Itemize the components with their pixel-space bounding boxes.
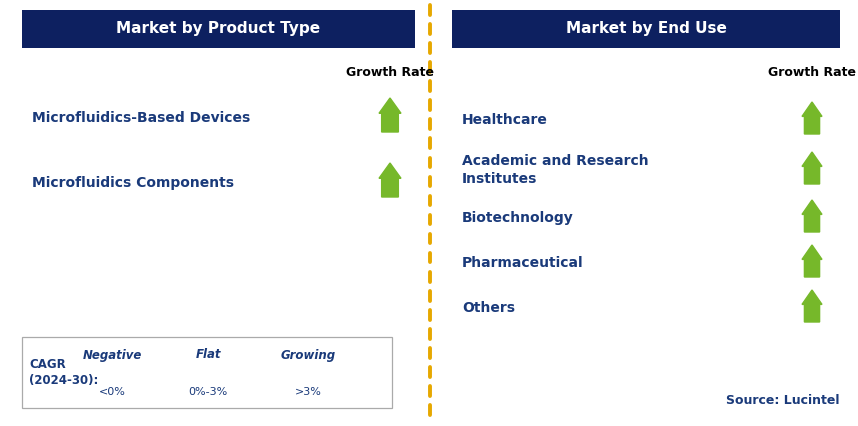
Text: Flat: Flat <box>196 348 221 362</box>
Text: Pharmaceutical: Pharmaceutical <box>462 256 583 270</box>
Text: Negative: Negative <box>82 348 142 362</box>
Text: <0%: <0% <box>99 387 125 397</box>
Text: >3%: >3% <box>294 387 322 397</box>
Polygon shape <box>379 98 401 132</box>
Polygon shape <box>802 245 822 277</box>
Text: (2024-30):: (2024-30): <box>29 374 99 387</box>
Text: Growing: Growing <box>281 348 335 362</box>
Text: Source: Lucintel: Source: Lucintel <box>727 394 840 406</box>
Polygon shape <box>240 363 276 382</box>
FancyBboxPatch shape <box>22 10 415 48</box>
Text: Biotechnology: Biotechnology <box>462 211 574 225</box>
Polygon shape <box>802 200 822 232</box>
Text: Others: Others <box>462 301 515 315</box>
Polygon shape <box>145 363 161 386</box>
Text: CAGR: CAGR <box>29 358 66 371</box>
Text: Microfluidics-Based Devices: Microfluidics-Based Devices <box>32 111 251 125</box>
Polygon shape <box>802 152 822 184</box>
Polygon shape <box>347 359 363 383</box>
Polygon shape <box>802 290 822 322</box>
Text: Healthcare: Healthcare <box>462 113 548 127</box>
Text: Market by End Use: Market by End Use <box>565 21 727 37</box>
FancyBboxPatch shape <box>22 337 392 408</box>
Text: Market by Product Type: Market by Product Type <box>117 21 321 37</box>
Text: Growth Rate: Growth Rate <box>346 66 434 78</box>
Text: 0%-3%: 0%-3% <box>189 387 227 397</box>
Text: Academic and Research
Institutes: Academic and Research Institutes <box>462 154 649 186</box>
Polygon shape <box>802 102 822 134</box>
Text: Microfluidics Components: Microfluidics Components <box>32 176 234 190</box>
Text: Growth Rate: Growth Rate <box>768 66 856 78</box>
Polygon shape <box>379 163 401 197</box>
FancyBboxPatch shape <box>452 10 840 48</box>
